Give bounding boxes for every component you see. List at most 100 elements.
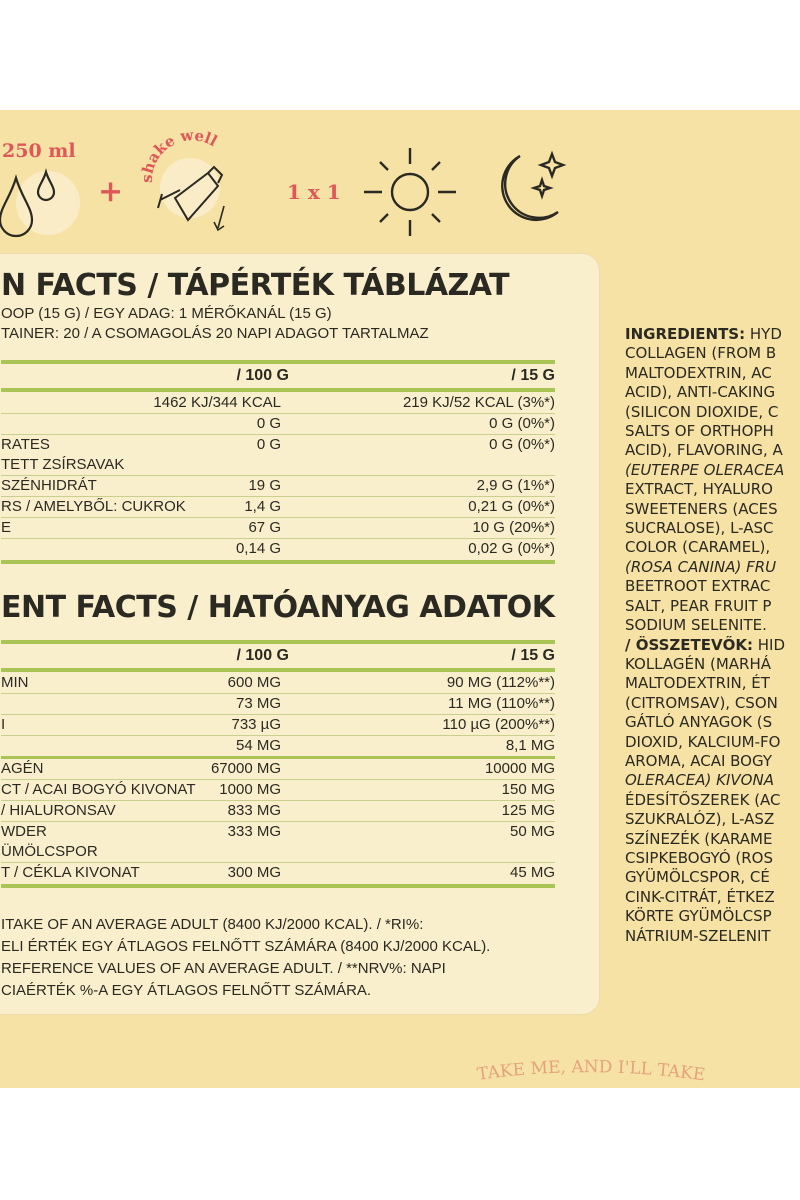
table-row: T / CÉKLA KIVONAT 300 MG 45 MG	[1, 863, 555, 883]
serving-size: OOP (15 G) / EGY ADAG: 1 MÉRŐKANÁL (15 G…	[1, 305, 332, 322]
nutrient-name: RS / AMELYBŐL: CUKROK	[1, 498, 186, 515]
servings-per-container: TAINER: 20 / A CSOMAGOLÁS 20 NAPI ADAGOT…	[1, 325, 429, 342]
value-per-100g: 54 MG	[235, 737, 281, 754]
value-per-100g: 833 MG	[227, 802, 281, 819]
moon-stars-icon	[501, 150, 567, 222]
nutrient-name: E	[1, 519, 12, 536]
table-header: / 100 G / 15 G	[1, 644, 555, 668]
footnote: ITAKE OF AN AVERAGE ADULT (8400 KJ/2000 …	[1, 916, 491, 999]
nutrient-name	[1, 393, 145, 413]
ingredient-line: / ÖSSZETEVŐK: HID	[625, 635, 785, 654]
value-per-100g: 333 MG	[227, 823, 281, 840]
value-per-100g: 0 G	[256, 415, 281, 432]
ingredient-line: SWEETENERS (ACES	[625, 499, 778, 518]
value-per-serving: 219 KJ/52 KCAL (3%*)	[402, 394, 555, 411]
ingredient-line: GYÜMÖLCSPOR, CÉ	[625, 868, 770, 887]
sun-icon	[364, 148, 456, 236]
value-per-100g: 600 MG	[227, 674, 281, 691]
value-per-serving: 45 MG	[509, 864, 555, 881]
value-per-serving: 0 G (0%*)	[489, 415, 555, 432]
ingredient-line: KOLLAGÉN (MARHÁ	[625, 654, 771, 673]
col-per-100g: / 100 G	[236, 367, 289, 384]
nutrient-name	[1, 414, 249, 434]
ingredient-line: ÉDESÍTŐSZEREK (AC	[625, 790, 781, 809]
value-per-100g: 733 µG	[231, 716, 281, 733]
value-per-serving: 90 MG (112%**)	[446, 674, 555, 691]
value-per-serving: 10000 MG	[484, 760, 555, 777]
value-per-100g: 19 G	[248, 477, 281, 494]
value-per-100g: 73 MG	[235, 695, 281, 712]
value-per-100g: 67 G	[248, 519, 281, 536]
table-row: RS / AMELYBŐL: CUKROK 1,4 G 0,21 G (0%*)	[1, 497, 555, 518]
ingredient-line: COLLAGEN (FROM B	[625, 344, 777, 363]
table-header: / 100 G / 15 G	[1, 364, 555, 388]
ingredients-text: INGREDIENTS: HYD COLLAGEN (FROM B MALTODEX…	[625, 325, 800, 946]
plus-sign: +	[98, 174, 124, 209]
active-table: / 100 G / 15 G MIN 600 MG 90 MG (112%**) 73…	[1, 640, 555, 888]
ingredient-line: DIOXID, KALCIUM-FO	[625, 732, 781, 751]
table-row: 54 MG 8,1 MG	[1, 736, 555, 759]
nutrient-name: I	[1, 716, 6, 733]
dosage: 1 x 1	[287, 180, 341, 204]
table-row: I 733 µG 110 µG (200%**)	[1, 715, 555, 736]
value-per-100g: 1,4 G	[244, 498, 281, 515]
value-per-serving: 50 MG	[509, 823, 555, 840]
table-row: 73 MG 11 MG (110%**)	[1, 694, 555, 715]
ingredient-line: SZUKRALÓZ), L-ASZ	[625, 810, 775, 829]
value-per-100g: 67000 MG	[210, 760, 281, 777]
ingredient-line: (CITROMSAV), CSON	[625, 693, 778, 712]
table-row: RATES TETT ZSÍRSAVAK 0 G 0 G (0%*)	[1, 435, 555, 476]
table-row: 1462 KJ/344 KCAL 219 KJ/52 KCAL (3%*)	[1, 393, 555, 414]
value-per-100g: 1000 MG	[219, 781, 281, 798]
col-per-100g: / 100 G	[236, 647, 289, 664]
table-row: CT / ACAI BOGYÓ KIVONAT 1000 MG 150 MG	[1, 780, 555, 801]
ingredient-line: MALTODEXTRIN, ÉT	[625, 674, 770, 693]
value-per-100g: 300 MG	[227, 864, 281, 881]
nutrient-name	[1, 694, 228, 714]
table-row: MIN 600 MG 90 MG (112%**)	[1, 673, 555, 694]
nutrient-name: SZÉNHIDRÁT	[1, 477, 97, 494]
value-per-serving: 10 G (20%*)	[472, 519, 555, 536]
nutrient-name: CT / ACAI BOGYÓ KIVONAT	[1, 781, 196, 798]
facts-panel: N FACTS / TÁPÉRTÉK TÁBLÁZAT OOP (15 G) /…	[0, 253, 600, 1015]
nutrient-name: MIN	[1, 674, 29, 691]
table-row: SZÉNHIDRÁT 19 G 2,9 G (1%*)	[1, 476, 555, 497]
value-per-serving: 0,02 G (0%*)	[468, 540, 555, 557]
value-per-serving: 2,9 G (1%*)	[476, 477, 555, 494]
table-row: WDER ÜMÖLCSPOR 333 MG 50 MG	[1, 822, 555, 863]
ingredient-line: ACID), FLAVORING, A	[625, 441, 783, 460]
ingredient-line: ACID), ANTI-CAKING	[625, 383, 776, 402]
value-per-serving: 150 MG	[501, 781, 555, 798]
ingredient-line: SALTS OF ORTHOPH	[625, 422, 774, 441]
ingredient-line: (EUTERPE OLERACEA	[625, 460, 785, 479]
nutrition-table: / 100 G / 15 G 1462 KJ/344 KCAL 219 KJ/52…	[1, 360, 555, 564]
nutrient-name: / HIALURONSAV	[1, 802, 116, 819]
ingredient-line: BEETROOT EXTRAC	[625, 577, 771, 596]
table-row: 0 G 0 G (0%*)	[1, 414, 555, 435]
nutrient-name	[1, 539, 228, 559]
nutrient-name	[1, 736, 228, 756]
value-per-serving: 0 G (0%*)	[489, 436, 555, 453]
nutrition-title: N FACTS / TÁPÉRTÉK TÁBLÁZAT	[1, 268, 510, 303]
shake-bottle-icon: shake well	[138, 128, 225, 232]
value-per-100g: 1462 KJ/344 KCAL	[153, 394, 281, 411]
value-per-serving: 11 MG (110%**)	[448, 695, 555, 712]
ingredient-line: KÖRTE GYÜMÖLCSP	[625, 907, 772, 926]
active-title: ENT FACTS / HATÓANYAG ADATOK	[1, 590, 555, 625]
table-row: E 67 G 10 G (20%*)	[1, 518, 555, 539]
table-row: 0,14 G 0,02 G (0%*)	[1, 539, 555, 559]
ingredient-line: MALTODEXTRIN, AC	[625, 363, 772, 382]
water-amount: 250 ml	[2, 140, 76, 162]
ingredient-line: (ROSA CANINA) FRU	[625, 557, 777, 576]
col-per-serving: / 15 G	[511, 367, 555, 384]
ingredient-line: SZÍNEZÉK (KARAME	[625, 829, 773, 848]
nutrient-name: AGÉN	[1, 760, 44, 777]
ingredient-line: CINK-CITRÁT, ÉTKEZ	[625, 887, 775, 906]
ingredient-line: AROMA, ACAI BOGY	[625, 751, 773, 770]
ingredient-line: SODIUM SELENITE.	[625, 616, 767, 635]
ingredient-line: INGREDIENTS: HYD	[625, 325, 782, 343]
value-per-serving: 0,21 G (0%*)	[468, 498, 555, 515]
value-per-100g: 0,14 G	[235, 540, 281, 557]
table-row: AGÉN 67000 MG 10000 MG	[1, 759, 555, 780]
value-per-serving: 110 µG (200%**)	[442, 716, 555, 733]
